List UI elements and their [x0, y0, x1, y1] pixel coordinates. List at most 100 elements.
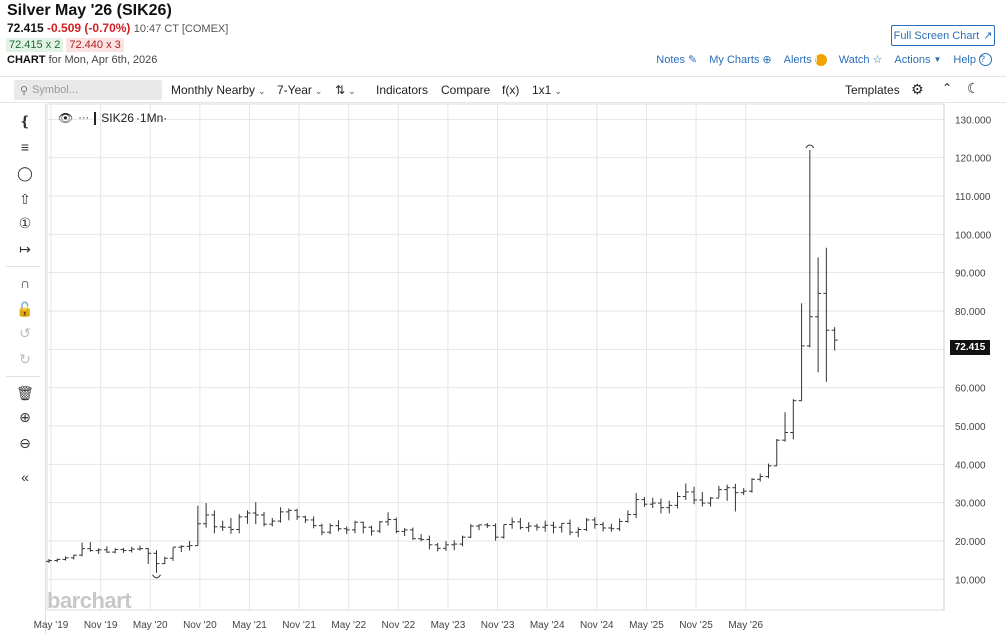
more-icon[interactable]: ··· — [78, 112, 90, 124]
symbol-search-input[interactable]: ⚲ Symbol... — [14, 80, 162, 100]
ohlc-bar — [724, 484, 731, 501]
ohlc-bar — [252, 502, 259, 525]
ohlc-bar — [62, 556, 69, 561]
ohlc-bar — [542, 520, 549, 532]
expand-arrow-icon: ↗ — [983, 30, 993, 42]
ohlc-bar — [484, 522, 491, 528]
period-dropdown[interactable]: Monthly Nearby ⌄ — [171, 83, 266, 97]
ohlc-bar — [798, 303, 805, 402]
ohlc-bar — [757, 473, 764, 482]
x-tick-label: May '20 — [133, 620, 168, 631]
fib-retracement-icon[interactable]: ≡ — [20, 139, 30, 155]
ohlc-bar — [269, 518, 276, 527]
shape-icon[interactable]: ◯ — [17, 164, 33, 181]
ohlc-bar — [393, 517, 400, 534]
number-marker-icon[interactable]: ① — [18, 214, 32, 231]
ohlc-bar — [54, 558, 61, 563]
function-button[interactable]: f(x) — [502, 83, 520, 97]
ohlc-bar — [302, 515, 309, 523]
chart-date-label: CHART for Mon, Apr 6th, 2026 — [7, 54, 157, 66]
gear-icon[interactable]: ⚙ — [911, 81, 924, 97]
moon-icon[interactable]: ☾ — [967, 80, 980, 96]
measure-icon[interactable]: ↦ — [19, 240, 31, 257]
ohlc-bar — [641, 496, 648, 507]
notes-link[interactable]: Notes ✎ — [656, 53, 698, 67]
ask-badge: 72.440 x 3 — [66, 38, 124, 52]
y-tick-label: 30.000 — [955, 499, 986, 510]
ohlc-bar — [170, 546, 177, 561]
x-tick-label: Nov '20 — [183, 620, 217, 631]
plus-circle-icon: ⊕ — [762, 54, 772, 66]
y-tick-label: 50.000 — [955, 422, 986, 433]
ohlc-bar — [608, 523, 615, 532]
ohlc-bar — [600, 521, 607, 532]
ohlc-bar — [145, 547, 152, 564]
edit-icon: ✎ — [688, 54, 698, 66]
magnet-icon[interactable]: ∩ — [19, 275, 31, 291]
ohlc-bar — [219, 520, 226, 532]
legend-symbol: SIK26 — [101, 111, 134, 125]
symbol-placeholder: Symbol... — [32, 84, 78, 96]
unlock-icon[interactable]: 🔓 — [16, 300, 34, 317]
ohlc-bars — [46, 144, 838, 579]
x-tick-label: Nov '19 — [84, 620, 118, 631]
ohlc-bar — [591, 517, 598, 529]
ohlc-bar — [567, 519, 574, 536]
ohlc-bar — [773, 439, 780, 467]
chevron-down-icon: ⌄ — [348, 86, 356, 96]
range-label: 7-Year — [277, 83, 312, 97]
zoom-out-icon[interactable]: ⊖ — [19, 434, 31, 451]
ohlc-bar — [525, 522, 532, 532]
layout-dropdown[interactable]: 1x1 ⌄ — [532, 83, 562, 97]
x-tick-label: May '23 — [431, 620, 466, 631]
ohlc-bar — [666, 500, 673, 514]
indicators-button[interactable]: Indicators — [376, 83, 429, 97]
watch-link[interactable]: Watch ☆ — [839, 53, 883, 67]
redo-icon[interactable]: ↻ — [19, 350, 31, 367]
quote-time: 10:47 CT [COMEX] — [133, 23, 229, 35]
collapse-icon[interactable]: ⌃ — [942, 81, 953, 95]
compare-button[interactable]: Compare — [441, 83, 491, 97]
ohlc-bar — [310, 516, 317, 529]
chart-grid — [46, 103, 945, 611]
alerts-label: Alerts — [783, 53, 812, 66]
ohlc-bar — [236, 514, 243, 534]
my-charts-link[interactable]: My Charts ⊕ — [709, 53, 772, 67]
ohlc-bar — [70, 554, 77, 560]
y-axis: 10.00020.00030.00040.00050.00060.00070.0… — [943, 104, 992, 610]
y-tick-label: 10.000 — [955, 575, 986, 586]
caret-down-icon: ▼ — [933, 55, 942, 64]
full-screen-chart-button[interactable]: Full Screen Chart ↗ — [891, 25, 995, 46]
last-price: 72.415 — [7, 21, 44, 35]
templates-button[interactable]: Templates — [845, 83, 900, 97]
chevron-down-icon: ⌄ — [554, 86, 562, 96]
help-link[interactable]: Help? — [953, 53, 992, 66]
chart-type-dropdown[interactable]: ⇅ ⌄ — [335, 83, 356, 97]
collapse-sidebar-icon[interactable]: « — [21, 469, 29, 485]
x-tick-label: Nov '21 — [282, 620, 316, 631]
actions-menu[interactable]: Actions ▼ — [894, 54, 941, 66]
layout-label: 1x1 — [532, 83, 552, 97]
arrow-up-icon[interactable]: ⇧ — [19, 190, 31, 207]
ohlc-bar — [583, 518, 590, 532]
undo-icon[interactable]: ↺ — [19, 324, 31, 341]
trend-line-icon[interactable]: ❴ — [19, 112, 31, 129]
ohlc-bar — [517, 518, 524, 530]
ohlc-bar — [467, 524, 474, 538]
range-dropdown[interactable]: 7-Year ⌄ — [277, 83, 322, 97]
ohlc-bar — [459, 535, 466, 547]
y-tick-label: 100.000 — [955, 230, 992, 241]
x-tick-label: May '24 — [530, 620, 565, 631]
x-tick-label: May '22 — [331, 620, 366, 631]
x-tick-label: Nov '25 — [679, 620, 713, 631]
zoom-in-icon[interactable]: ⊕ — [19, 408, 31, 425]
trash-icon[interactable]: 🗑 — [16, 384, 34, 401]
alerts-link[interactable]: Alerts! — [783, 53, 827, 66]
ohlc-bar — [633, 493, 640, 518]
eye-icon[interactable]: 👁 — [58, 111, 74, 125]
ohlc-bar — [161, 556, 168, 565]
ohlc-bar — [136, 545, 143, 551]
ohlc-bar — [682, 483, 689, 500]
chart-legend: 👁 ··· SIK26 ·1Mn· — [58, 111, 167, 125]
